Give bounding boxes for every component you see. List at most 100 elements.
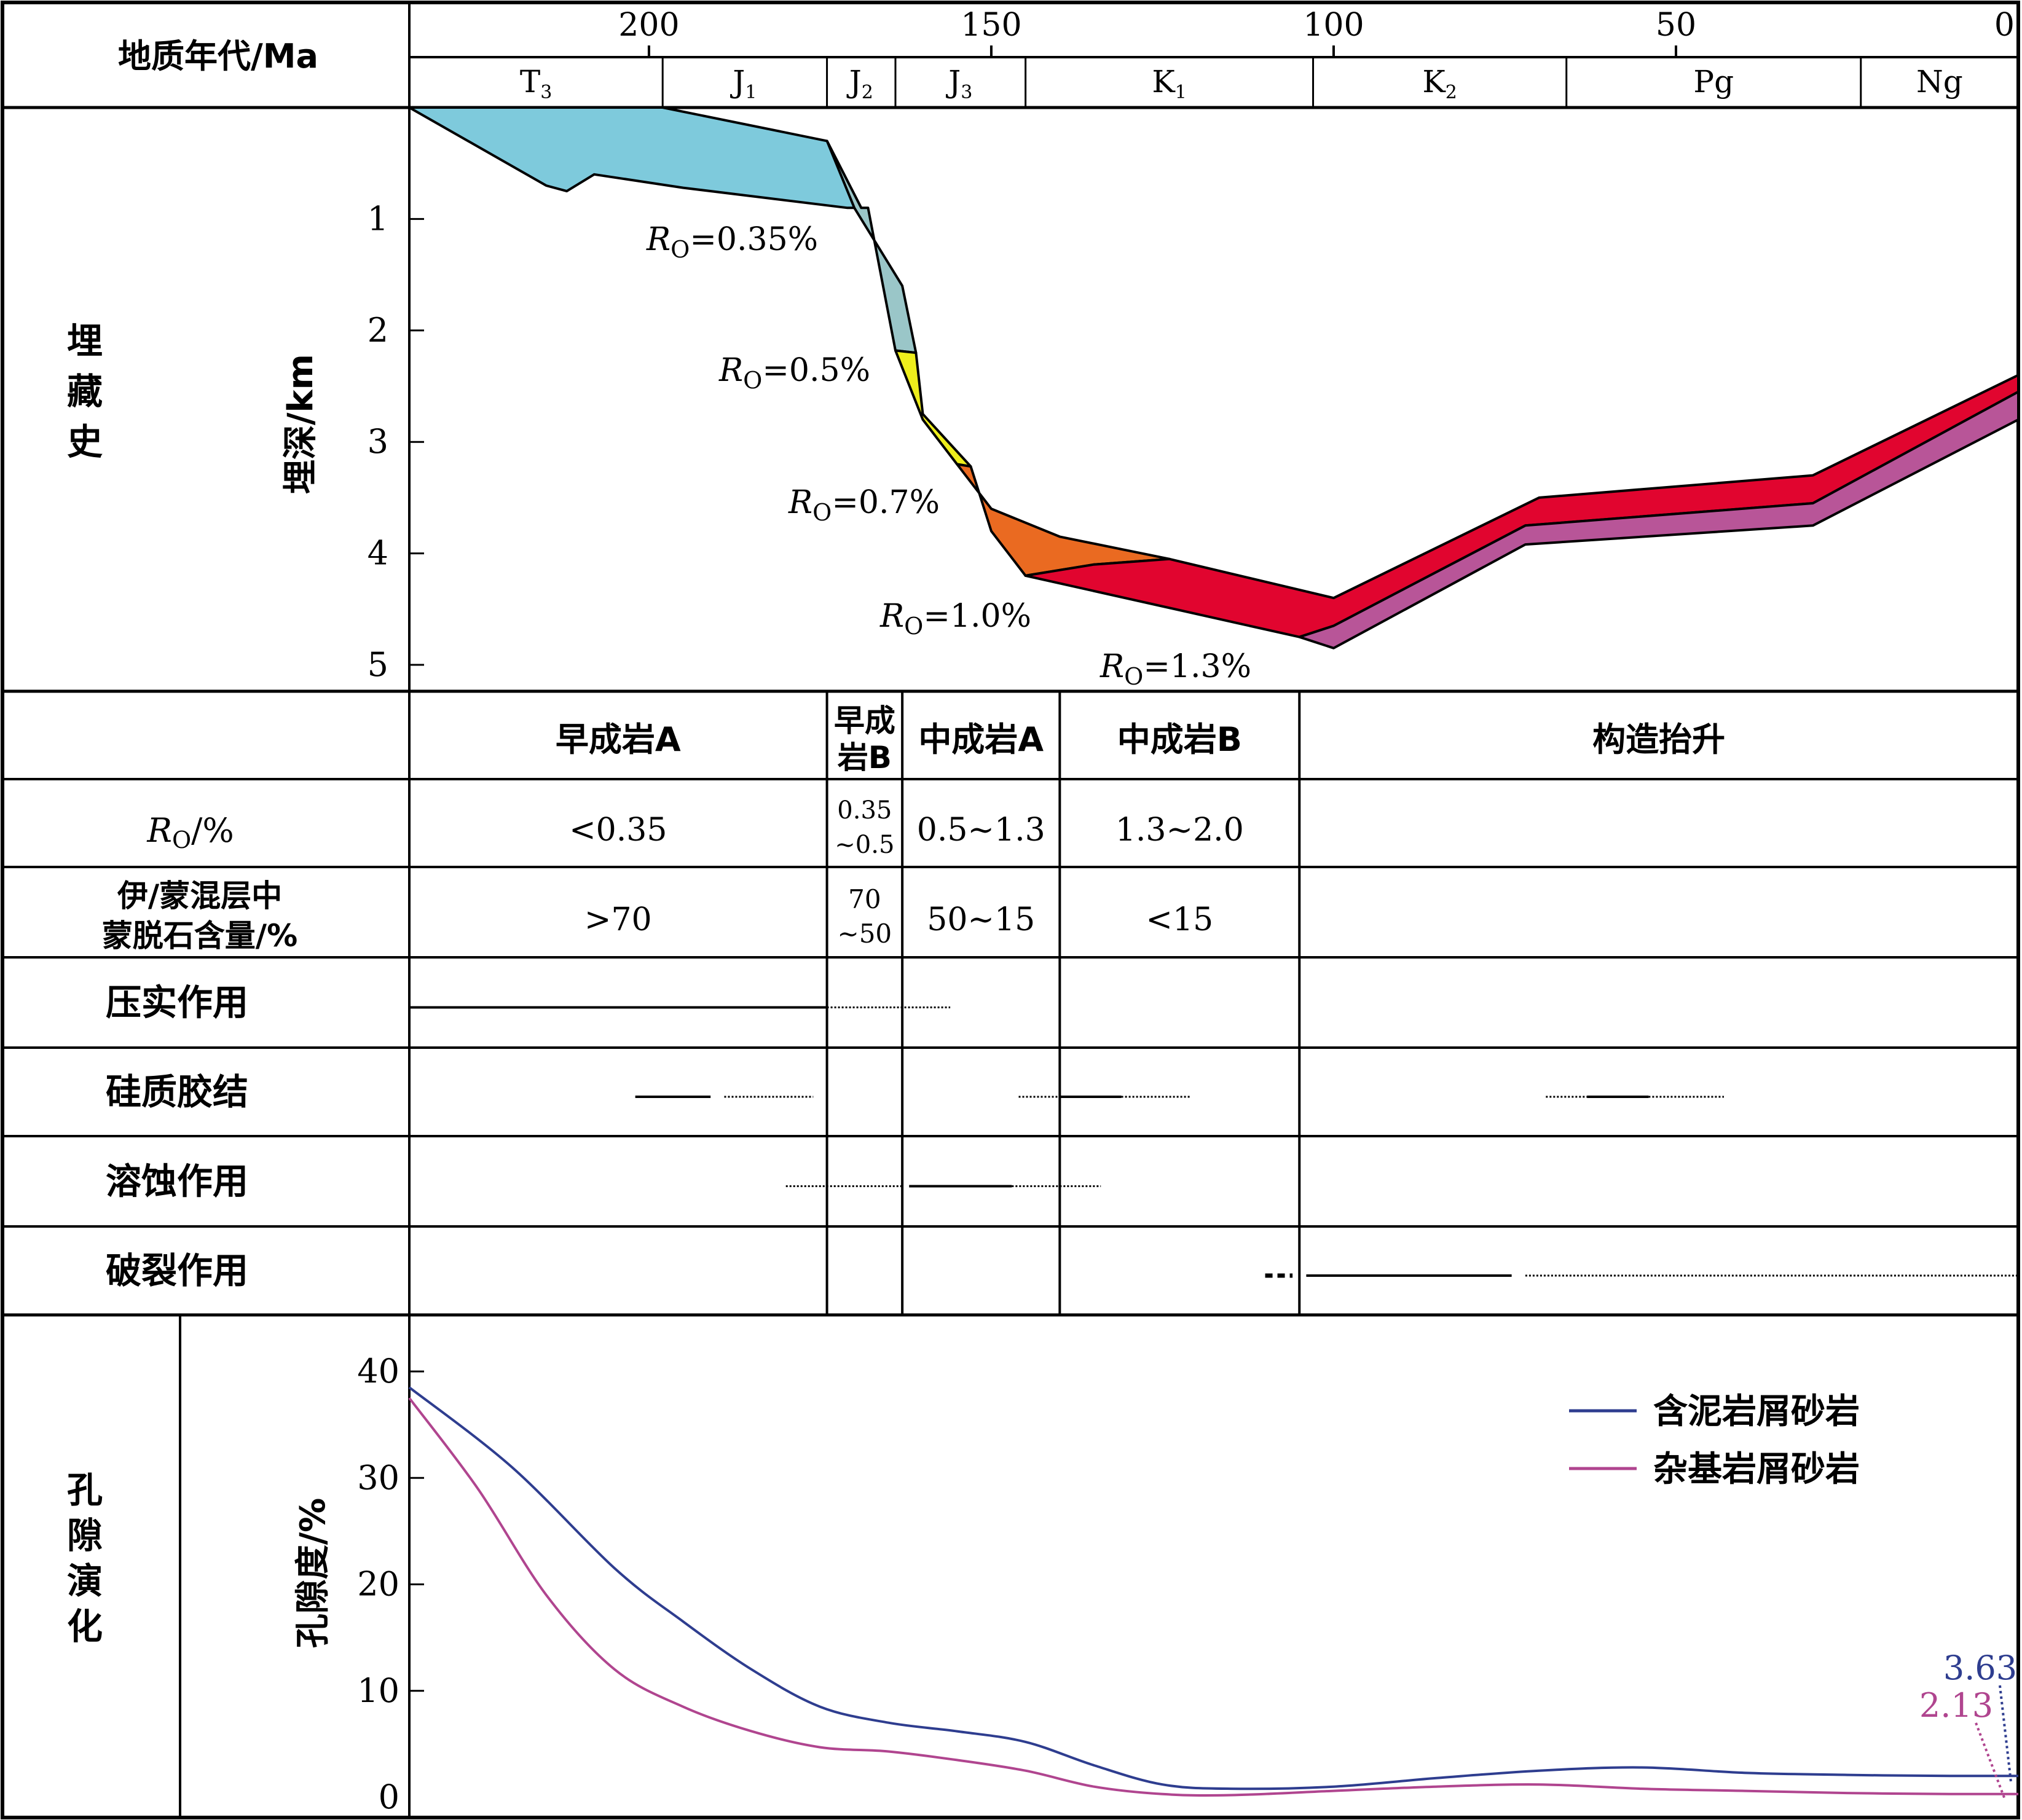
ro-value: =1.3% xyxy=(1143,648,1251,685)
porosity-section-char: 隙 xyxy=(67,1515,103,1556)
ro-row-label: RO/% xyxy=(146,811,234,853)
depth-ticks: 1 2 3 4 5 xyxy=(368,199,424,684)
age-tick-label: 0 xyxy=(1994,7,2015,44)
age-tick-label: 50 xyxy=(1656,7,1696,44)
burial-history-plot xyxy=(408,106,2020,649)
ro-isoline-label: RO=0.35% xyxy=(646,221,818,263)
porosity-tick-label: 10 xyxy=(357,1671,399,1710)
porosity-tick-label: 0 xyxy=(379,1778,399,1816)
burial-section-label: 埋藏史 xyxy=(67,320,103,463)
period-label: Pg xyxy=(1693,64,1734,100)
porosity-end-leader xyxy=(1975,1722,2006,1800)
stage-dividers xyxy=(825,691,1301,1315)
ro-row-value-part: ~0.5 xyxy=(835,831,894,859)
period-sub: 3 xyxy=(540,82,552,103)
period-sub: 1 xyxy=(1175,82,1187,103)
burial-ylabel: 埋深/km xyxy=(281,354,321,494)
porosity-section-char: 演 xyxy=(67,1560,103,1602)
ro-sub: O xyxy=(671,236,690,263)
depth-tick-label: 2 xyxy=(368,311,388,350)
period-main: J xyxy=(730,64,745,100)
porosity-tick-label: 20 xyxy=(357,1565,399,1604)
ro-zone-gt-1.3 xyxy=(1298,390,2020,649)
smectite-value-part: ~50 xyxy=(838,919,892,949)
burial-section-char: 埋 xyxy=(67,320,103,362)
porosity-curve xyxy=(408,1397,2019,1797)
smectite-row-values: >70 70 ~50 50~15 <15 xyxy=(584,884,1213,949)
period-label: K1 xyxy=(1152,64,1186,103)
age-tick-label: 100 xyxy=(1303,7,1364,44)
porosity-section-char: 化 xyxy=(67,1606,103,1647)
period-label: T3 xyxy=(520,64,552,103)
smectite-value: <15 xyxy=(1146,901,1213,938)
smectite-label-line2: 蒙脱石含量/% xyxy=(102,918,297,954)
smectite-value-part: 70 xyxy=(848,884,881,914)
porosity-end-leader xyxy=(1999,1685,2012,1783)
period-main: Pg xyxy=(1693,64,1734,100)
age-ticks: 200 150 100 50 0 xyxy=(618,7,2020,57)
porosity-end-labels: 3.632.13 xyxy=(1919,1649,2017,1800)
burial-section-char: 藏 xyxy=(67,371,103,412)
period-sub: 3 xyxy=(961,82,972,103)
burial-section-char: 史 xyxy=(67,421,103,463)
stage-label: 中成岩A xyxy=(918,720,1044,759)
period-label: J3 xyxy=(945,64,972,103)
period-main: J xyxy=(846,64,862,100)
porosity-ticks: 0 10 20 30 40 xyxy=(357,1352,424,1816)
ro-value: =0.35% xyxy=(690,221,818,258)
period-label: J1 xyxy=(730,64,757,103)
period-sub: 2 xyxy=(862,82,873,103)
stage-label: 构造抬升 xyxy=(1592,720,1725,759)
ro-sym: R xyxy=(1100,648,1124,685)
ro-value: =0.5% xyxy=(762,352,870,389)
porosity-plot xyxy=(408,1386,2019,1797)
ro-zone-0.5-0.7 xyxy=(894,349,972,468)
period-main: K xyxy=(1422,64,1446,100)
ro-labels: RO=0.35%RO=0.5%RO=0.7%RO=1.0%RO=1.3% xyxy=(646,221,1251,690)
ro-isoline-label: RO=0.5% xyxy=(718,352,870,394)
porosity-section-char: 孔 xyxy=(67,1469,103,1511)
depth-tick-label: 4 xyxy=(368,534,388,573)
depth-tick-label: 1 xyxy=(368,199,388,238)
ro-value: =1.0% xyxy=(923,598,1031,635)
ro-isoline-label: RO=1.0% xyxy=(879,598,1031,640)
ro-sym: R xyxy=(718,352,743,389)
ro-zone-0.35-0.5 xyxy=(825,139,918,355)
depth-tick-label: 3 xyxy=(368,422,388,461)
ro-row-value: 0.5~1.3 xyxy=(917,812,1045,849)
stage-label: 中成岩B xyxy=(1117,720,1242,759)
ro-zone-lt-0.35 xyxy=(408,106,863,210)
process-label: 破裂作用 xyxy=(106,1250,248,1292)
period-main: T xyxy=(520,64,540,100)
period-sub: 1 xyxy=(745,82,757,103)
period-cells: T3 J1 J2 J3 K1 K2 Pg Ng xyxy=(520,57,1963,108)
smectite-label-line1: 伊/蒙混层中 xyxy=(117,878,282,914)
porosity-end-value: 2.13 xyxy=(1919,1686,1993,1725)
period-sub: 2 xyxy=(1446,82,1457,103)
stage-label-part: 岩B xyxy=(838,740,892,775)
ro-value: =0.7% xyxy=(832,484,940,521)
period-main: Ng xyxy=(1916,64,1963,100)
ro-sym: R xyxy=(879,598,904,635)
period-label: Ng xyxy=(1916,64,1963,100)
ro-isoline-label: RO=1.3% xyxy=(1100,648,1251,690)
ro-row-value: <0.35 xyxy=(569,812,667,849)
ro-sub: O xyxy=(904,613,923,640)
svg-text:RO/%: RO/% xyxy=(146,811,234,853)
ro-zone-0.7-1.0 xyxy=(956,463,1171,577)
ro-sym: R xyxy=(788,484,812,521)
ro-row-label-sub: O xyxy=(172,826,191,853)
ro-row-label-sym: R xyxy=(146,811,172,850)
period-main: K xyxy=(1152,64,1176,100)
ro-row-label-rest: /% xyxy=(191,811,234,850)
ro-row-values: <0.35 0.35 ~0.5 0.5~1.3 1.3~2.0 xyxy=(569,796,1244,859)
porosity-end-value: 3.63 xyxy=(1943,1649,2017,1687)
porosity-curve xyxy=(408,1386,2019,1791)
stage-label-part: 早成 xyxy=(834,703,895,739)
